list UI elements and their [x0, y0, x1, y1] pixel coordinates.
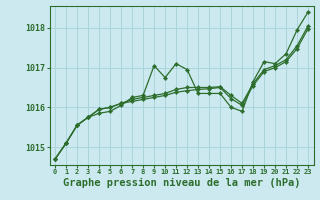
X-axis label: Graphe pression niveau de la mer (hPa): Graphe pression niveau de la mer (hPa) — [63, 178, 300, 188]
